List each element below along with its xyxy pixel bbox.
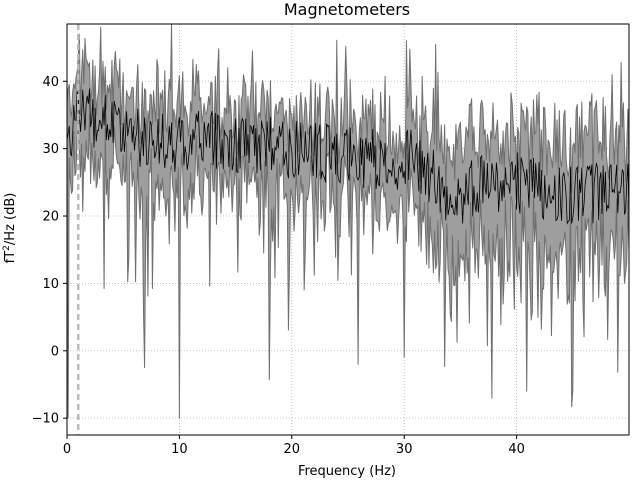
y-tick-label: −10 xyxy=(32,412,59,427)
chart-title: Magnetometers xyxy=(284,0,410,19)
x-tick-label: 10 xyxy=(171,442,188,457)
y-tick-label: 40 xyxy=(42,75,59,90)
range-band xyxy=(66,23,630,419)
x-tick-label: 0 xyxy=(63,442,71,457)
y-tick-label: 20 xyxy=(42,210,59,225)
plot-frame xyxy=(66,23,630,436)
x-tick-label: 20 xyxy=(284,442,301,457)
plot-area xyxy=(66,23,630,435)
y-axis-label: fT2/Hz (dB) xyxy=(2,193,18,264)
y-tick-label: 10 xyxy=(42,277,59,292)
y-tick-label: 30 xyxy=(42,142,59,157)
x-axis-label: Frequency (Hz) xyxy=(298,464,396,479)
y-axis-label-rest: /Hz (dB) xyxy=(3,193,18,245)
mean-line xyxy=(66,88,630,225)
y-axis-label-sup: 2 xyxy=(2,245,12,251)
y-tick-label: 0 xyxy=(51,344,59,359)
x-tick-label: 30 xyxy=(396,442,413,457)
x-tick-label: 40 xyxy=(508,442,525,457)
y-axis-label-main: fT xyxy=(3,251,18,264)
x-axis: 0 10 20 30 40 xyxy=(63,435,525,457)
y-axis: −10 0 10 20 30 40 xyxy=(32,75,67,427)
